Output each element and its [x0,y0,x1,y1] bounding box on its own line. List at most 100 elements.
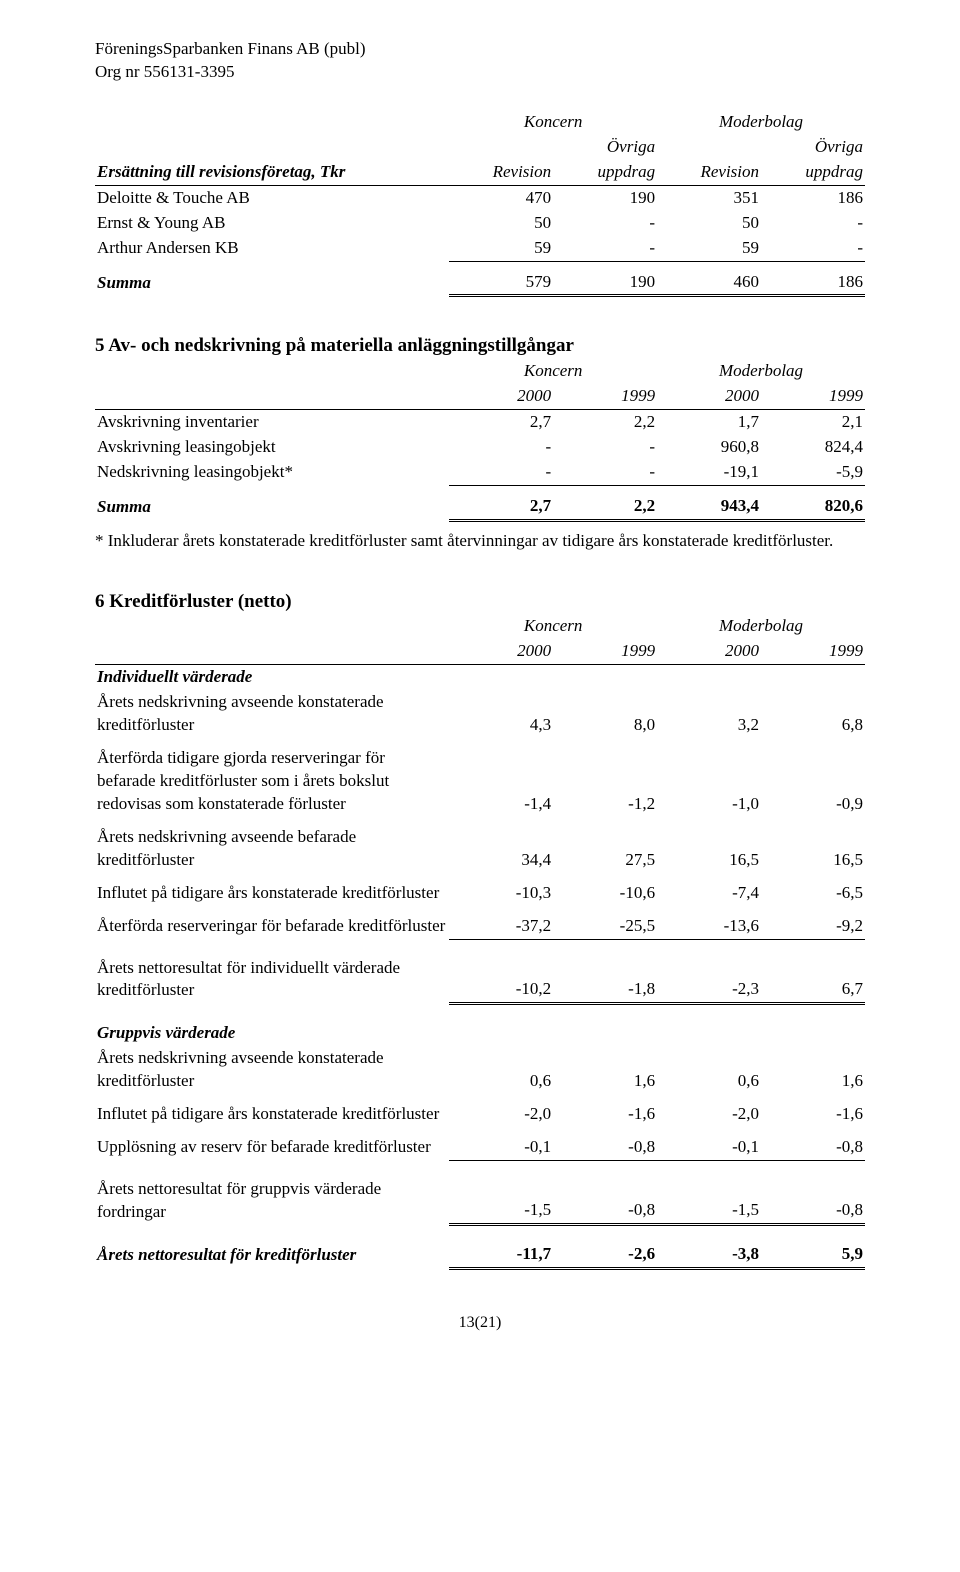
colhead-other: Övriga [761,135,865,160]
table-row: Avskrivning inventarier 2,7 2,2 1,7 2,1 [95,409,865,434]
sum-cell: 186 [761,270,865,296]
table-credit-losses: Koncern Moderbolag 2000 1999 2000 1999 I… [95,614,865,1270]
row-label: Återförda reserveringar för befarade kre… [95,914,449,939]
colhead-year: 1999 [553,384,657,409]
cell: 2,2 [553,409,657,434]
cell: - [553,211,657,236]
colhead-year: 2000 [449,639,553,664]
table-head-row: Övriga Övriga [95,135,865,160]
sum-cell: 2,7 [449,494,553,520]
cell: 4,3 [449,690,553,738]
sum-cell: 943,4 [657,494,761,520]
cell: -0,9 [761,746,865,817]
subtotal-cell: -1,5 [657,1177,761,1225]
cell: -9,2 [761,914,865,939]
table-head-row: Koncern Moderbolag [95,614,865,639]
cell: - [553,236,657,261]
cell: -0,8 [553,1135,657,1160]
cell: 59 [449,236,553,261]
cell: -25,5 [553,914,657,939]
row-label: Influtet på tidigare års konstaterade kr… [95,881,449,906]
grand-total-cell: -2,6 [553,1242,657,1268]
page: FöreningsSparbanken Finans AB (publ) Org… [0,0,960,1364]
sum-cell: 579 [449,270,553,296]
row-label: Avskrivning inventarier [95,409,449,434]
cell: 190 [553,185,657,210]
cell: 186 [761,185,865,210]
table-head-row: 2000 1999 2000 1999 [95,639,865,664]
table-revision-fees: Koncern Moderbolag Övriga Övriga Ersättn… [95,110,865,298]
page-number: 13(21) [95,1312,865,1334]
subtotal-cell: 6,7 [761,956,865,1004]
table-head-row: Ersättning till revisionsföretag, Tkr Re… [95,160,865,185]
subtotal-cell: -10,2 [449,956,553,1004]
table-head-row: Koncern Moderbolag [95,359,865,384]
grand-total-row: Årets nettoresultat för kreditförluster … [95,1242,865,1268]
table-row: Årets nedskrivning avseende konstaterade… [95,1046,865,1094]
section6-heading: 6 Kreditförluster (netto) [95,589,865,615]
row-label: Årets nedskrivning avseende konstaterade… [95,690,449,738]
grand-total-cell: -11,7 [449,1242,553,1268]
cell: 34,4 [449,825,553,873]
cell: -19,1 [657,460,761,485]
sum-cell: 820,6 [761,494,865,520]
cell: - [761,236,865,261]
cell: -13,6 [657,914,761,939]
table-row: Upplösning av reserv för befarade kredit… [95,1135,865,1160]
cell: -1,6 [761,1102,865,1127]
row-label: Avskrivning leasingobjekt [95,435,449,460]
row-label: Årets nedskrivning avseende konstaterade… [95,1046,449,1094]
cell: 3,2 [657,690,761,738]
table-sum-row: Summa 2,7 2,2 943,4 820,6 [95,494,865,520]
subtotal-row: Årets nettoresultat för gruppvis värdera… [95,1177,865,1225]
cell: 1,6 [761,1046,865,1094]
cell: -1,0 [657,746,761,817]
cell: 0,6 [657,1046,761,1094]
colhead-year: 2000 [657,639,761,664]
table-row: Avskrivning leasingobjekt - - 960,8 824,… [95,435,865,460]
cell: 0,6 [449,1046,553,1094]
table-row: Influtet på tidigare års konstaterade kr… [95,1102,865,1127]
table-row: Årets nedskrivning avseende konstaterade… [95,690,865,738]
table-sum-row: Summa 579 190 460 186 [95,270,865,296]
cell: - [553,435,657,460]
header-company: FöreningsSparbanken Finans AB (publ) [95,38,865,61]
colhead-uppdrag: uppdrag [761,160,865,185]
table-row: Deloitte & Touche AB 470 190 351 186 [95,185,865,210]
cell: -7,4 [657,881,761,906]
sum-label: Summa [95,270,449,296]
sum-cell: 460 [657,270,761,296]
subtotal-cell: -0,8 [553,1177,657,1225]
subtotal-row: Årets nettoresultat för individuellt vär… [95,956,865,1004]
row-label: Återförda tidigare gjorda reserveringar … [95,746,449,817]
cell: -1,2 [553,746,657,817]
cell: - [449,460,553,485]
cell: 16,5 [761,825,865,873]
cell: 960,8 [657,435,761,460]
table-row: Influtet på tidigare års konstaterade kr… [95,881,865,906]
row-label: Upplösning av reserv för befarade kredit… [95,1135,449,1160]
table1-title: Ersättning till revisionsföretag, Tkr [95,160,449,185]
colhead-revision: Revision [449,160,553,185]
cell: -1,6 [553,1102,657,1127]
colhead-parent: Moderbolag [657,359,865,384]
colhead-year: 2000 [449,384,553,409]
cell: 824,4 [761,435,865,460]
cell: -10,6 [553,881,657,906]
colhead-revision: Revision [657,160,761,185]
cell: 16,5 [657,825,761,873]
sum-label: Summa [95,494,449,520]
section5-heading: 5 Av- och nedskrivning på materiella anl… [95,333,865,359]
colhead-group: Koncern [449,359,657,384]
cell: -0,1 [449,1135,553,1160]
subtotal-cell: -2,3 [657,956,761,1004]
section5-footnote: * Inkluderar årets konstaterade kreditfö… [95,530,865,553]
colhead-parent: Moderbolag [657,614,865,639]
subsection-label: Individuellt värderade [95,665,865,690]
colhead-year: 1999 [761,639,865,664]
cell: -5,9 [761,460,865,485]
subtotal-label: Årets nettoresultat för gruppvis värdera… [95,1177,449,1225]
colhead-group: Koncern [449,614,657,639]
colhead-parent: Moderbolag [657,110,865,135]
header-orgno: Org nr 556131-3395 [95,61,865,84]
